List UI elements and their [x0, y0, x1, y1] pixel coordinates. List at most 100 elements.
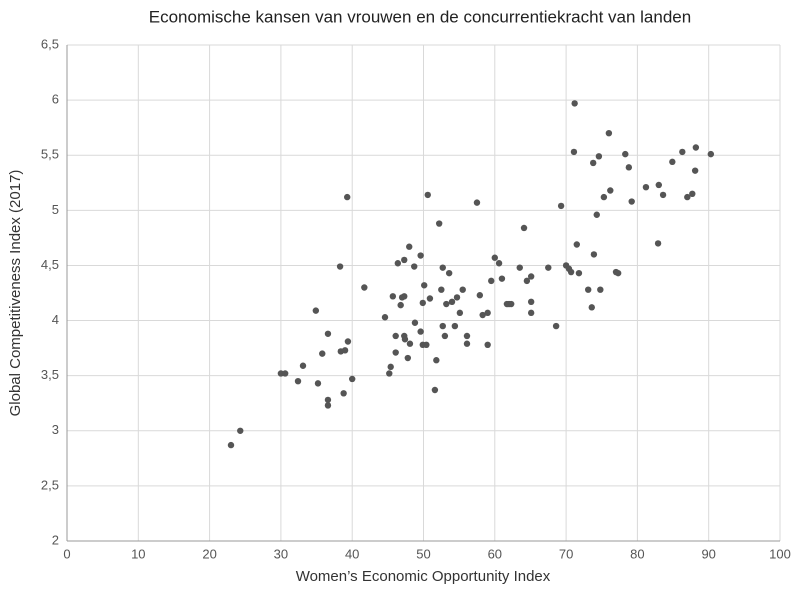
point	[336, 263, 344, 270]
x-axis-label: Women’s Economic Opportunity Index	[296, 568, 551, 585]
x-tick-label: 60	[488, 546, 502, 561]
x-tick-label: 10	[131, 546, 145, 561]
point	[600, 193, 608, 201]
point	[669, 158, 676, 166]
point	[679, 148, 686, 156]
point	[417, 328, 424, 335]
point	[386, 370, 393, 377]
x-tick-label: 80	[630, 546, 644, 561]
point	[654, 240, 662, 247]
point	[479, 311, 486, 319]
point	[484, 309, 491, 317]
point	[573, 241, 580, 248]
point	[349, 375, 356, 383]
point	[607, 187, 614, 194]
point	[463, 340, 471, 347]
point	[319, 350, 326, 357]
point	[448, 298, 456, 306]
point	[344, 338, 352, 345]
point	[227, 441, 235, 449]
point	[421, 282, 428, 289]
point	[473, 199, 481, 206]
point	[628, 198, 635, 205]
point	[597, 286, 604, 293]
point	[381, 314, 389, 321]
point	[684, 193, 691, 201]
point	[707, 150, 715, 158]
point	[406, 243, 413, 250]
point	[324, 396, 332, 404]
point	[589, 159, 597, 167]
point	[281, 370, 289, 377]
point	[570, 148, 578, 156]
point	[557, 202, 565, 210]
point	[605, 129, 613, 137]
point	[417, 252, 424, 259]
y-tick-label: 5	[52, 202, 59, 217]
point	[453, 294, 461, 301]
y-tick-label: 2	[52, 532, 59, 547]
y-tick-label: 4,5	[41, 257, 59, 272]
point	[294, 377, 302, 385]
point	[394, 260, 402, 267]
point	[401, 256, 408, 264]
y-tick-label: 6,5	[41, 36, 59, 51]
point	[404, 354, 412, 362]
y-tick-label: 2,5	[41, 477, 59, 492]
point	[520, 224, 528, 232]
point	[324, 402, 332, 409]
point	[411, 263, 418, 270]
point	[361, 284, 368, 291]
point	[456, 309, 464, 317]
point	[463, 332, 471, 340]
point	[527, 298, 535, 306]
point	[237, 427, 244, 434]
point	[692, 144, 700, 151]
x-tick-label: 30	[274, 546, 288, 561]
point	[387, 363, 394, 371]
y-tick-label: 6	[52, 92, 59, 107]
x-tick-label: 100	[769, 546, 791, 561]
point	[498, 275, 506, 282]
point	[340, 390, 347, 397]
chart-title: Economische kansen van vrouwen en de con…	[149, 7, 691, 26]
point	[445, 269, 453, 277]
point	[459, 286, 466, 293]
point	[488, 277, 495, 285]
point	[435, 220, 443, 227]
point	[527, 309, 535, 317]
point	[419, 299, 426, 307]
point	[426, 295, 434, 302]
point	[642, 183, 650, 191]
point	[439, 322, 446, 330]
point	[397, 301, 404, 309]
y-axis-label: Global Competitiveness Index (2017)	[7, 170, 24, 417]
point	[406, 340, 414, 347]
x-tick-label: 70	[559, 546, 573, 561]
point	[622, 150, 629, 158]
point	[655, 181, 662, 189]
point	[431, 386, 439, 394]
y-tick-label: 5,5	[41, 147, 59, 162]
point	[507, 300, 515, 308]
point	[552, 322, 560, 330]
point	[516, 264, 523, 271]
point	[567, 268, 575, 276]
point	[614, 269, 622, 277]
point	[438, 286, 445, 293]
x-tick-label: 40	[345, 546, 359, 561]
point	[392, 332, 399, 340]
point	[484, 341, 491, 349]
point	[344, 193, 351, 201]
x-tick-label: 0	[63, 546, 70, 561]
point	[389, 293, 397, 300]
point	[433, 357, 440, 364]
point	[491, 254, 498, 261]
point	[424, 191, 431, 199]
x-tick-label: 20	[202, 546, 216, 561]
point	[341, 347, 349, 354]
point	[571, 100, 578, 107]
point	[593, 211, 600, 218]
x-tick-label: 50	[416, 546, 430, 561]
